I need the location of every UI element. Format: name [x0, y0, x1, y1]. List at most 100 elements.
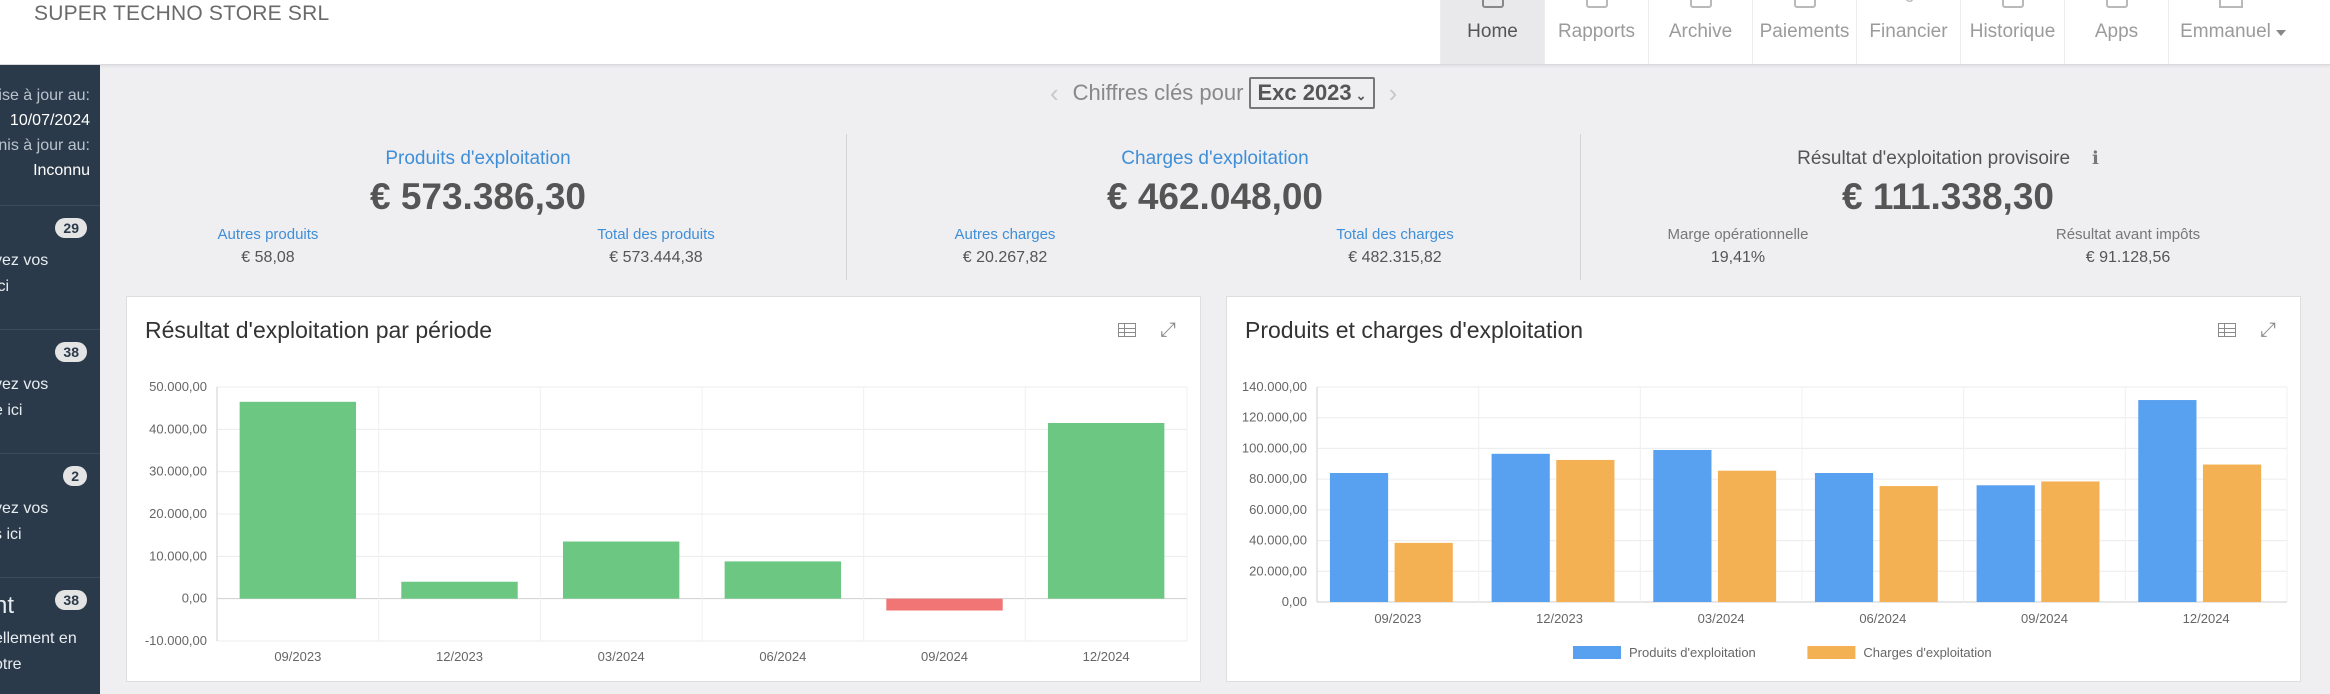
main-nav: Home Rapports Archive Paiements € Financ… — [1440, 0, 2300, 64]
kpi-sub-value: € 482.315,82 — [1348, 249, 1442, 266]
table-view-icon[interactable] — [1118, 323, 1136, 337]
table-view-icon[interactable] — [2218, 323, 2236, 337]
chart-bar — [1653, 449, 1712, 602]
nav-archive[interactable]: Archive — [1648, 0, 1752, 64]
count-badge: 2 — [63, 466, 87, 486]
x-tick-label: 09/2024 — [921, 649, 968, 664]
payments-icon — [1793, 0, 1816, 8]
count-badge: 29 — [55, 218, 87, 238]
chart-bar — [1329, 473, 1389, 602]
x-tick-label: 03/2024 — [598, 649, 645, 664]
nav-home[interactable]: Home — [1440, 0, 1544, 64]
sidebar: ise à jour au: 10/07/2024 nis à jour au:… — [0, 65, 100, 694]
sidebar-item[interactable]: 29 yez vos ici — [0, 205, 100, 330]
kpi-sub: Total des produits € 573.444,38 — [516, 226, 796, 267]
y-tick-label: 30.000,00 — [149, 464, 207, 479]
kpi-produits: Produits d'exploitation € 573.386,30 Aut… — [128, 134, 828, 284]
user-name: Emmanuel — [2180, 21, 2271, 42]
kpi-sub: Total des charges € 482.315,82 — [1255, 226, 1535, 267]
kpi-sub-value: € 91.128,56 — [2085, 249, 2171, 266]
sidebar-item-text: ellement en — [0, 630, 77, 647]
sidebar-item-text: e ici — [0, 402, 23, 419]
y-tick-label: 40.000,00 — [1249, 533, 1307, 548]
x-tick-label: 09/2024 — [2021, 611, 2068, 626]
kpi-sub-label[interactable]: Total des charges — [1336, 226, 1454, 243]
sidebar-item[interactable]: 38 nt ellement en otre — [0, 577, 100, 694]
sidebar-item-text: s ici — [0, 526, 22, 543]
legend-label: Produits d'exploitation — [1629, 645, 1756, 660]
nav-rapports[interactable]: Rapports — [1544, 0, 1648, 64]
nav-label: Financier — [1869, 21, 1948, 42]
expand-icon[interactable]: ⤢ — [1160, 319, 1176, 341]
kpi-sub-value: 19,41% — [1710, 249, 1766, 266]
kpi-title[interactable]: Produits d'exploitation — [385, 148, 571, 169]
chart-panel-resultat: Résultat d'exploitation par période ⤢ 50… — [126, 296, 1201, 682]
kpi-sub-label: Marge opérationnelle — [1667, 226, 1809, 243]
nav-label: Home — [1467, 21, 1518, 42]
x-tick-label: 12/2023 — [436, 649, 483, 664]
kpi-value: € 462.048,00 — [1106, 176, 1324, 217]
nav-apps[interactable]: Apps — [2064, 0, 2168, 64]
y-tick-label: 50.000,00 — [149, 379, 207, 394]
sidebar-item[interactable]: 38 yez vos e ici — [0, 329, 100, 454]
kpi-title: Résultat d'exploitation provisoire ℹ — [1598, 148, 2298, 170]
user-avatar-icon — [2218, 0, 2243, 8]
kpi-value: € 573.386,30 — [369, 176, 587, 217]
home-icon — [1481, 0, 1504, 8]
legend-swatch — [1573, 646, 1621, 659]
chart-bar — [401, 581, 518, 599]
kpi-sub-label[interactable]: Autres charges — [954, 226, 1056, 243]
chart-bar — [886, 598, 1003, 611]
kpi-title[interactable]: Charges d'exploitation — [1121, 148, 1309, 169]
nav-paiements[interactable]: Paiements — [1752, 0, 1856, 64]
kpi-sub-label[interactable]: Total des produits — [597, 226, 715, 243]
top-bar: SUPER TECHNO STORE SRL Home Rapports Arc… — [0, 0, 2330, 65]
y-tick-label: 120.000,00 — [1242, 410, 1307, 425]
sidebar-item-title: nt — [0, 592, 15, 619]
kpi-sub: Autres produits € 58,08 — [128, 226, 408, 267]
chart-bar — [1814, 473, 1874, 602]
nav-historique[interactable]: Historique — [1960, 0, 2064, 64]
chevron-left-icon[interactable]: ‹ — [1050, 77, 1059, 108]
chevron-right-icon[interactable]: › — [1388, 77, 1398, 108]
chart-bar — [2041, 481, 2100, 602]
nav-label: Archive — [1668, 21, 1733, 42]
x-tick-label: 06/2024 — [759, 649, 806, 664]
panel-title: Produits et charges d'exploitation — [1245, 317, 1584, 343]
kpi-charges: Charges d'exploitation € 462.048,00 Autr… — [865, 134, 1565, 284]
kpi-title-text: Résultat d'exploitation provisoire — [1797, 148, 2071, 169]
x-tick-label: 06/2024 — [1859, 611, 1906, 626]
nav-label: Rapports — [1557, 21, 1636, 42]
divider — [1580, 134, 1581, 280]
sidebar-item[interactable]: 2 yez vos s ici — [0, 453, 100, 578]
chart-bar — [2138, 400, 2197, 602]
kpi-sub-value: € 58,08 — [241, 249, 295, 266]
kpi-resultat: Résultat d'exploitation provisoire ℹ € 11… — [1598, 134, 2298, 284]
info-icon[interactable]: ℹ — [2092, 148, 2099, 169]
nav-financier[interactable]: € Financier — [1856, 0, 1960, 64]
company-name: SUPER TECHNO STORE SRL — [34, 2, 330, 25]
chart-bar — [1717, 470, 1777, 602]
sidebar-item-text: yez vos — [0, 252, 49, 269]
period-selector: ‹ Chiffres clés pour Exc 2023 ⌄ › — [1036, 76, 1411, 110]
kpi-value: € 111.338,30 — [1842, 176, 2054, 217]
kpi-sub: Résultat avant impôts € 91.128,56 — [1988, 226, 2268, 267]
y-tick-label: 60.000,00 — [1249, 502, 1307, 517]
chart-bar — [1394, 542, 1453, 602]
produits-charges-bar-chart: 140.000,00 120.000,00 100.000,00 80.000,00 6… — [1242, 379, 2288, 660]
y-tick-label: 20.000,00 — [149, 506, 207, 521]
expand-icon[interactable]: ⤢ — [2260, 319, 2276, 341]
y-tick-label: 140.000,00 — [1242, 379, 1307, 394]
legend-swatch — [1807, 646, 1856, 659]
nav-label: Paiements — [1759, 21, 1850, 42]
chart-bar — [1556, 459, 1615, 602]
user-menu[interactable]: Emmanuel — [2168, 0, 2300, 64]
chart-panel-produits-charges: Produits et charges d'exploitation ⤢ 140… — [1226, 296, 2301, 682]
period-select[interactable]: Exc 2023 ⌄ — [1249, 77, 1375, 109]
x-tick-label: 03/2024 — [1698, 611, 1745, 626]
sidebar-item-text: yez vos — [0, 500, 49, 517]
kpi-sub-label[interactable]: Autres produits — [217, 226, 319, 243]
chart-bar — [724, 561, 842, 599]
chart-bar — [2202, 464, 2262, 602]
x-tick-label: 12/2024 — [2183, 611, 2230, 626]
